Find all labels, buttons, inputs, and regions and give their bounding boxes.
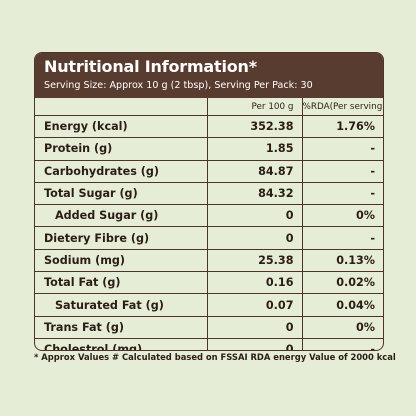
per-100g-value: 0 (207, 204, 303, 228)
nutrient-name: Total Fat (g) (35, 271, 208, 295)
rda-value: - (302, 182, 383, 206)
per-100g-value: 0 (207, 338, 303, 350)
per-100g-value: 84.87 (207, 160, 303, 183)
table-row: Dietery Fibre (g) 0 - (35, 226, 383, 250)
footnote: * Approx Values # Calculated based on FS… (34, 352, 396, 362)
table-row: Trans Fat (g) 0 0% (35, 316, 383, 339)
nutrient-name: Energy (kcal) (35, 115, 208, 139)
nutrition-panel: Nutritional Information* Serving Size: A… (34, 52, 384, 351)
rda-value: 0% (302, 316, 383, 339)
header-per-100g: Per 100 g (207, 98, 303, 116)
rda-value: 0.13% (302, 249, 383, 273)
nutrient-name: Added Sugar (g) (35, 204, 208, 228)
per-100g-value: 0 (207, 316, 303, 339)
rda-value: - (302, 226, 383, 250)
rda-value: - (370, 343, 375, 351)
header-nutrient (35, 98, 208, 116)
table-row: Energy (kcal) 352.38 1.76% (35, 115, 383, 139)
table-row: Carbohydrates (g) 84.87 - (35, 160, 383, 183)
nutrition-table: Per 100 g %RDA(Per serving)# Energy (kca… (35, 98, 383, 351)
per-100g-value: 84.32 (207, 182, 303, 206)
nutrient-name: Trans Fat (g) (35, 316, 208, 339)
per-100g-value: 1.85 (207, 137, 303, 161)
per-100g-value: 0 (207, 226, 303, 250)
table-row: Total Fat (g) 0.16 0.02% (35, 271, 383, 295)
per-100g-value: 0.07 (207, 293, 303, 317)
nutrient-name: Dietery Fibre (g) (35, 226, 208, 250)
table-row: Protein (g) 1.85 - (35, 137, 383, 161)
nutrient-name: Carbohydrates (g) (35, 160, 208, 183)
panel-title: Nutritional Information* (44, 57, 257, 76)
table-row: Added Sugar (g) 0 0% (35, 204, 383, 228)
rda-value: 0% (302, 204, 383, 228)
serving-info: Serving Size: Approx 10 g (2 tbsp), Serv… (44, 80, 313, 91)
panel-header: Nutritional Information* Serving Size: A… (35, 53, 383, 98)
nutrient-name: Protein (g) (35, 137, 208, 161)
table-row: Total Sugar (g) 84.32 - (35, 182, 383, 206)
per-100g-value: 352.38 (207, 115, 303, 139)
rda-value: - (302, 137, 383, 161)
table-row: Saturated Fat (g) 0.07 0.04% (35, 293, 383, 317)
nutrient-name: Cholestrol (mg) (35, 338, 208, 350)
rda-value: 0.02% (302, 271, 383, 295)
rda-value: - (302, 160, 383, 183)
per-100g-value: 25.38 (207, 249, 303, 273)
nutrient-name: Total Sugar (g) (35, 182, 208, 206)
table-row: Sodium (mg) 25.38 0.13% (35, 249, 383, 273)
table-row: Cholestrol (mg) 0 - (35, 338, 383, 351)
header-rda: %RDA(Per serving)# (302, 98, 383, 116)
rda-value: 1.76% (302, 115, 383, 139)
nutrient-name: Sodium (mg) (35, 249, 208, 273)
per-100g-value: 0.16 (207, 271, 303, 295)
rda-value: 0.04% (302, 293, 383, 317)
table-header-row: Per 100 g %RDA(Per serving)# (35, 98, 383, 116)
nutrient-name: Saturated Fat (g) (35, 293, 208, 317)
